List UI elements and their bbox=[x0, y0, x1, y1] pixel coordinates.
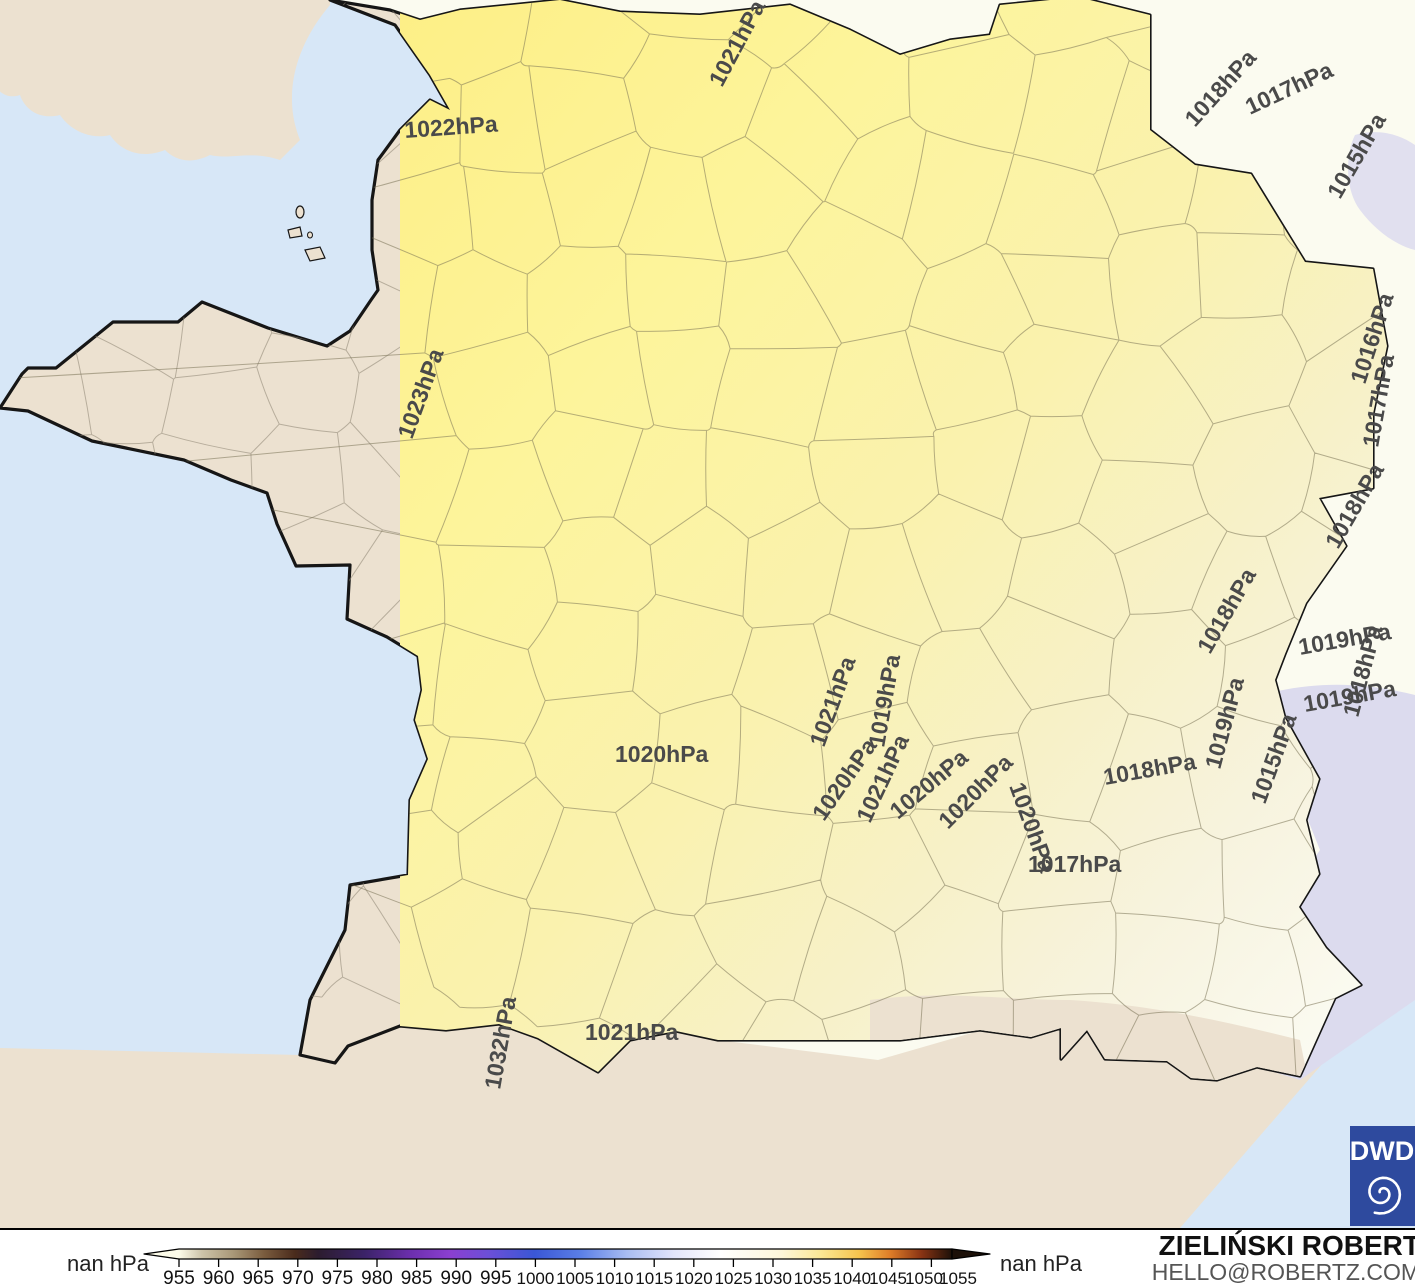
svg-text:nan hPa: nan hPa bbox=[1000, 1251, 1083, 1276]
svg-text:nan hPa: nan hPa bbox=[67, 1251, 150, 1276]
svg-text:1005: 1005 bbox=[556, 1269, 594, 1287]
svg-text:1055: 1055 bbox=[939, 1269, 977, 1287]
svg-text:1020hPa: 1020hPa bbox=[615, 741, 709, 767]
svg-text:1030: 1030 bbox=[754, 1269, 792, 1287]
svg-text:1020: 1020 bbox=[675, 1269, 713, 1287]
svg-text:1040: 1040 bbox=[833, 1269, 871, 1287]
svg-text:1045: 1045 bbox=[869, 1269, 907, 1287]
svg-text:975: 975 bbox=[322, 1268, 354, 1287]
svg-text:1050: 1050 bbox=[905, 1269, 943, 1287]
svg-text:970: 970 bbox=[282, 1268, 314, 1287]
svg-text:1010: 1010 bbox=[596, 1269, 634, 1287]
svg-text:1025: 1025 bbox=[714, 1269, 752, 1287]
svg-text:995: 995 bbox=[480, 1268, 512, 1287]
svg-text:960: 960 bbox=[203, 1268, 235, 1287]
svg-text:ZIELIŃSKI ROBERT: ZIELIŃSKI ROBERT bbox=[1159, 1230, 1415, 1261]
svg-text:955: 955 bbox=[163, 1268, 195, 1287]
svg-text:1021hPa: 1021hPa bbox=[585, 1019, 679, 1045]
svg-text:965: 965 bbox=[242, 1268, 274, 1287]
svg-text:1017hPa: 1017hPa bbox=[1028, 851, 1122, 877]
svg-text:985: 985 bbox=[401, 1268, 433, 1287]
svg-text:1035: 1035 bbox=[794, 1269, 832, 1287]
svg-text:1000: 1000 bbox=[516, 1269, 554, 1287]
svg-text:980: 980 bbox=[361, 1268, 393, 1287]
svg-text:HELLO@ROBERTZ.COM: HELLO@ROBERTZ.COM bbox=[1152, 1259, 1415, 1285]
svg-text:990: 990 bbox=[440, 1268, 472, 1287]
svg-text:DWD: DWD bbox=[1350, 1136, 1414, 1166]
svg-text:1015: 1015 bbox=[635, 1269, 673, 1287]
